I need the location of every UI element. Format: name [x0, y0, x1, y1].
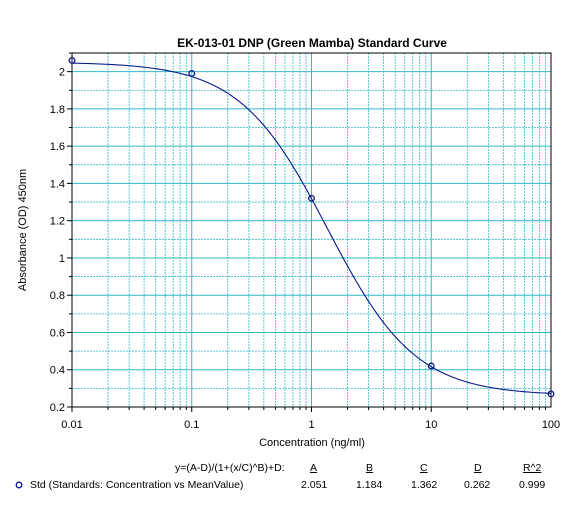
y-tick-label: 0.6	[50, 327, 65, 339]
fit-curve-group	[71, 62, 552, 394]
legend-value-a: 2.051	[301, 479, 328, 491]
data-point	[188, 70, 196, 77]
x-tick-label: 0.1	[184, 419, 199, 431]
x-tick-label: 0.01	[61, 419, 82, 431]
y-tick-label: 1.6	[50, 141, 65, 153]
data-points	[68, 57, 555, 398]
x-axis-label: Concentration (ng/ml)	[259, 437, 365, 449]
legend-series-label: Std (Standards: Concentration vs MeanVal…	[30, 479, 244, 491]
y-tick-label: 0.2	[50, 402, 65, 414]
legend-header-d: D	[474, 462, 482, 474]
x-tick-label: 100	[542, 419, 560, 431]
x-tick-label: 10	[425, 419, 437, 431]
legend-header-r2: R^2	[523, 462, 542, 474]
fit-equation: y=(A-D)/(1+(x/C)^B)+D:	[175, 462, 285, 474]
y-tick-label: 0.8	[50, 290, 65, 302]
chart-title: EK-013-01 DNP (Green Mamba) Standard Cur…	[177, 36, 447, 50]
fit-curve	[71, 62, 552, 394]
legend-header-b: B	[366, 462, 374, 474]
legend-value-d: 0.262	[464, 479, 491, 491]
legend-header-c: C	[420, 462, 428, 474]
legend-value-b: 1.184	[356, 479, 383, 491]
legend-header-a: A	[310, 462, 318, 474]
legend-marker-icon	[15, 481, 23, 489]
data-point	[68, 57, 76, 64]
y-tick-label: 1.2	[50, 216, 65, 228]
legend-value-c: 1.362	[411, 479, 438, 491]
data-point	[308, 194, 315, 202]
axis-ticks: 0.01 0.1 1 10 100 0.2 0.4 0.6 0.8 1 1.2 1.4 1.6 1.8 2	[50, 52, 560, 431]
y-tick-label: 1	[59, 253, 65, 265]
data-point	[547, 390, 555, 398]
y-tick-label: 2	[59, 67, 65, 79]
y-tick-label: 0.4	[50, 365, 65, 377]
y-tick-label: 1.8	[50, 104, 65, 116]
legend-value-r2: 0.999	[519, 479, 546, 491]
y-tick-label: 1.4	[50, 178, 65, 190]
y-axis-label: Absorbance (OD) 450nm	[17, 169, 29, 291]
x-tick-label: 1	[308, 419, 314, 431]
data-point	[427, 362, 435, 370]
